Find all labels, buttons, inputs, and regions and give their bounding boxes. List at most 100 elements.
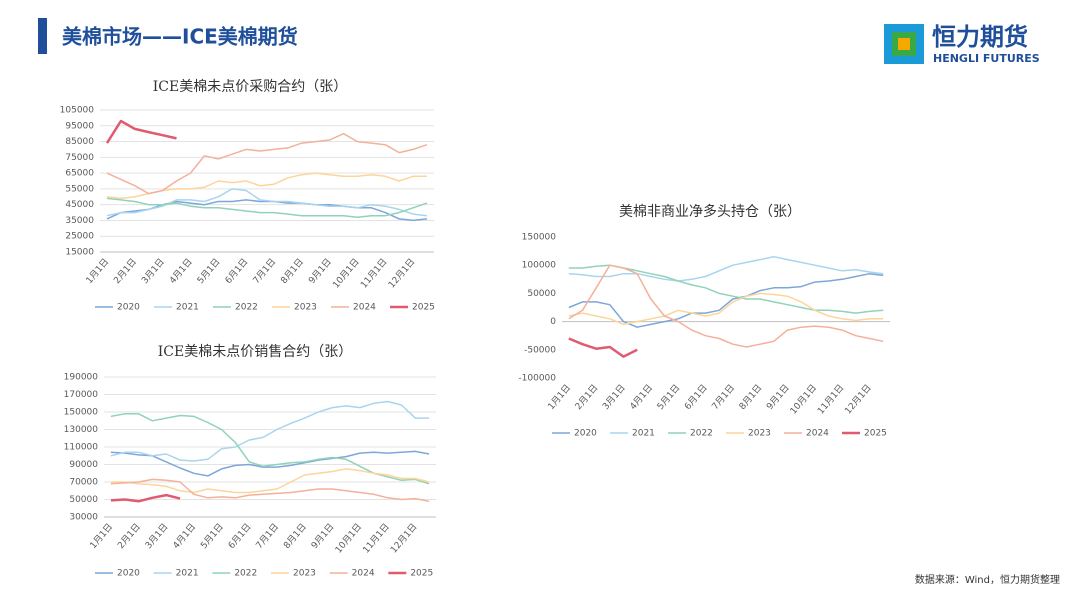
series-line: [106, 188, 428, 217]
series-line: [106, 132, 428, 195]
x-tick-label: 1月1日: [546, 382, 573, 412]
y-tick-label: 35000: [65, 216, 94, 226]
title-bar: [38, 18, 47, 54]
x-tick-label: 8月1日: [281, 521, 308, 551]
x-tick-label: 12月1日: [386, 256, 417, 290]
series-line: [568, 337, 638, 358]
legend-label: 2023: [293, 569, 316, 579]
x-tick-label: 8月1日: [279, 256, 306, 286]
x-tick-label: 4月1日: [167, 256, 194, 286]
y-tick-label: 30000: [69, 513, 98, 523]
x-tick-label: 1月1日: [84, 256, 111, 286]
x-tick-label: 7月1日: [710, 382, 737, 412]
series-line: [568, 264, 884, 348]
series-line: [568, 272, 884, 328]
legend-label: 2021: [176, 303, 199, 313]
x-tick-label: 9月1日: [764, 382, 791, 412]
legend-label: 2020: [117, 569, 140, 579]
x-tick-label: 6月1日: [223, 256, 250, 286]
x-tick-label: 5月1日: [655, 382, 682, 412]
legend-label: 2021: [632, 429, 655, 439]
series-line: [106, 199, 428, 222]
slide-title: 美棉市场——ICE美棉期货: [62, 25, 298, 49]
logo-cn: 恒力期货: [932, 23, 1028, 51]
x-tick-label: 10月1日: [331, 256, 362, 290]
x-tick-label: 3月1日: [600, 382, 627, 412]
series-line: [110, 468, 430, 494]
x-tick-label: 7月1日: [254, 521, 281, 551]
legend-label: 2021: [176, 569, 199, 579]
y-tick-label: 70000: [69, 478, 98, 488]
x-tick-label: 7月1日: [251, 256, 278, 286]
legend-label: 2020: [117, 303, 140, 313]
legend-label: 2023: [294, 303, 317, 313]
x-tick-label: 9月1日: [309, 521, 336, 551]
legend-label: 2020: [574, 429, 597, 439]
y-tick-label: 45000: [65, 200, 94, 210]
y-tick-label: 90000: [69, 460, 98, 470]
y-tick-label: 150000: [522, 233, 557, 243]
series-line: [110, 493, 181, 503]
x-tick-label: 5月1日: [198, 521, 225, 551]
x-tick-label: 12月1日: [388, 521, 419, 555]
series-line: [110, 400, 430, 462]
series-line: [568, 264, 884, 314]
logo-en: HENGLI FUTURES: [933, 52, 1040, 65]
x-tick-label: 11月1日: [361, 521, 392, 555]
legend-label: 2025: [412, 303, 435, 313]
y-tick-label: 55000: [65, 184, 94, 194]
y-tick-label: 105000: [60, 106, 95, 116]
x-tick-label: 4月1日: [628, 382, 655, 412]
x-tick-label: 10月1日: [333, 521, 364, 555]
y-tick-label: 15000: [65, 248, 94, 258]
y-tick-label: 170000: [64, 390, 99, 400]
series-line: [105, 119, 177, 144]
legend-label: 2023: [748, 429, 771, 439]
x-tick-label: 5月1日: [195, 256, 222, 286]
legend-label: 2022: [234, 569, 257, 579]
y-tick-label: -100000: [518, 374, 556, 384]
series-line: [106, 172, 427, 200]
x-tick-label: 2月1日: [112, 256, 139, 286]
series-line: [568, 255, 884, 282]
legend-label: 2025: [864, 429, 887, 439]
y-tick-label: 0: [550, 317, 556, 327]
y-tick-label: 150000: [64, 408, 99, 418]
y-tick-label: 130000: [64, 425, 99, 435]
legend-label: 2024: [806, 429, 829, 439]
x-tick-label: 8月1日: [737, 382, 764, 412]
logo: 恒力期货 HENGLI FUTURES: [884, 23, 1040, 65]
x-tick-label: 2月1日: [573, 382, 600, 412]
legend-label: 2022: [235, 303, 258, 313]
x-tick-label: 6月1日: [682, 382, 709, 412]
x-tick-label: 12月1日: [843, 382, 874, 416]
x-tick-label: 1月1日: [88, 521, 115, 551]
y-tick-label: -50000: [524, 345, 556, 355]
x-tick-label: 4月1日: [171, 521, 198, 551]
y-tick-label: 190000: [64, 373, 99, 383]
series-line: [110, 450, 430, 477]
chart-title: ICE美棉未点价采购合约（张）: [153, 78, 347, 95]
y-tick-label: 50000: [69, 495, 98, 505]
chart-title: ICE美棉未点价销售合约（张）: [158, 343, 352, 360]
series-line: [106, 197, 428, 219]
y-tick-label: 85000: [65, 137, 94, 147]
source: 数据来源：Wind，恒力期货整理: [915, 573, 1060, 586]
x-tick-label: 11月1日: [815, 382, 846, 416]
y-tick-label: 65000: [65, 169, 94, 179]
series-line: [110, 413, 430, 485]
series-line: [568, 292, 884, 326]
y-tick-label: 75000: [65, 153, 94, 163]
y-tick-label: 50000: [527, 289, 556, 299]
legend-label: 2022: [690, 429, 713, 439]
y-tick-label: 100000: [522, 261, 557, 271]
y-tick-label: 110000: [64, 443, 99, 453]
x-tick-label: 11月1日: [358, 256, 389, 290]
x-tick-label: 3月1日: [139, 256, 166, 286]
x-tick-label: 6月1日: [226, 521, 253, 551]
y-tick-label: 25000: [65, 232, 94, 242]
x-tick-label: 2月1日: [115, 521, 142, 551]
x-tick-label: 3月1日: [143, 521, 170, 551]
